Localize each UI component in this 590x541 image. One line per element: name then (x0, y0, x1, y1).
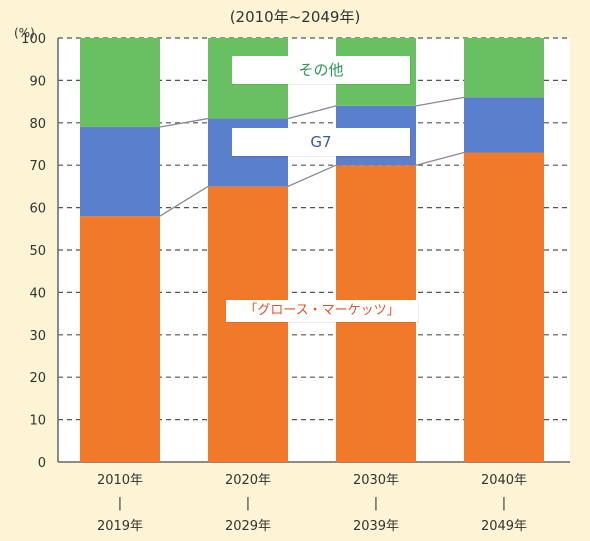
legend-g7-label: G7 (232, 128, 410, 156)
bar-segment (80, 38, 160, 128)
x-tick-label: 2030年 (353, 473, 399, 488)
x-tick-label: | (502, 496, 506, 511)
bar-segment (80, 127, 160, 217)
bar-segment (464, 152, 544, 463)
x-tick-label: 2040年 (481, 473, 527, 488)
y-tick-label: 10 (29, 414, 46, 429)
y-tick-label: 70 (29, 159, 46, 174)
x-tick-label: 2049年 (481, 519, 527, 534)
series-connector-line (287, 164, 337, 187)
legend-growth-markets-label: 「グロース・マーケッツ」 (226, 300, 418, 322)
y-tick-label: 30 (29, 329, 46, 344)
x-tick-label: | (246, 496, 250, 511)
y-tick-label: 40 (29, 286, 46, 301)
x-tick-label: 2039年 (353, 519, 399, 534)
y-tick-label: 50 (29, 244, 46, 259)
legend-other-label: その他 (232, 56, 410, 84)
x-tick-label: 2020年 (225, 473, 271, 488)
series-connector-line (287, 105, 337, 120)
chart-subtitle: (2010年~2049年) (229, 8, 361, 26)
y-tick-label: 90 (29, 74, 46, 89)
x-tick-label: 2019年 (97, 519, 143, 534)
bar-segment (208, 186, 288, 462)
x-tick-label: | (118, 496, 122, 511)
series-connector-line (415, 151, 465, 166)
y-tick-label: 80 (29, 117, 46, 132)
y-tick-label: 60 (29, 202, 46, 217)
series-connector-line (159, 185, 209, 217)
x-tick-label: 2010年 (97, 473, 143, 488)
y-unit-label: (%) (14, 26, 35, 40)
x-tick-label: | (374, 496, 378, 511)
series-connector-line (415, 96, 465, 107)
y-tick-label: 0 (38, 456, 46, 471)
y-tick-label: 20 (29, 371, 46, 386)
bar-segment (464, 97, 544, 153)
bar-segment (80, 216, 160, 462)
y-tick-label: 100 (21, 32, 46, 47)
series-connector-line (159, 117, 209, 128)
x-tick-label: 2029年 (225, 519, 271, 534)
bar-segment (464, 38, 544, 98)
